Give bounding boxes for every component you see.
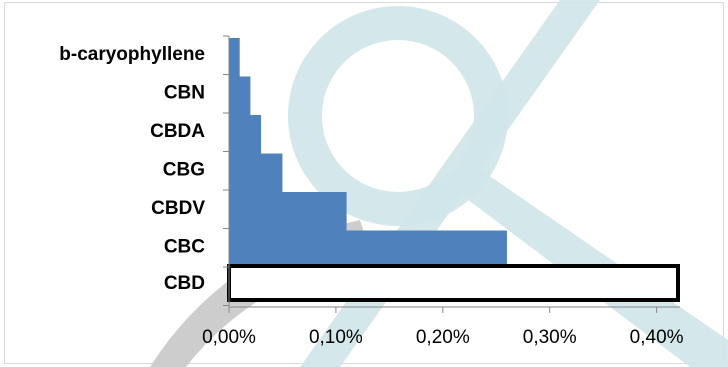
category-label-cbc: CBC (164, 237, 205, 258)
bar-b-caryophyllene (229, 38, 240, 77)
chart-frame (4, 2, 724, 364)
x-tick-label: 0,40% (630, 327, 684, 348)
bar-cbn (229, 76, 251, 115)
x-tick-label: 0,10% (309, 327, 363, 348)
bar-cbc (229, 230, 507, 269)
x-tick-label: 0,30% (523, 327, 577, 348)
tick-labels: 0,00% 0,10% 0,20% 0,30% 0,40% (202, 327, 684, 348)
bar-cbda (229, 115, 262, 154)
axes-group (223, 35, 680, 313)
bar-cbdv (229, 192, 347, 231)
category-label-cbg: CBG (163, 160, 205, 181)
bar-cbd (227, 264, 680, 302)
category-labels: b-caryophyllene CBN CBDA CBG CBDV CBC CBD (59, 44, 205, 294)
category-label-cbda: CBDA (150, 121, 205, 142)
category-label-cbn: CBN (164, 83, 205, 104)
x-tick-label: 0,00% (202, 327, 256, 348)
bar-cbg (229, 153, 283, 192)
category-label-cbd: CBD (164, 273, 205, 294)
category-label-cbdv: CBDV (151, 198, 205, 219)
category-label-b-caryophyllene: b-caryophyllene (59, 44, 205, 65)
x-tick-label: 0,20% (416, 327, 470, 348)
